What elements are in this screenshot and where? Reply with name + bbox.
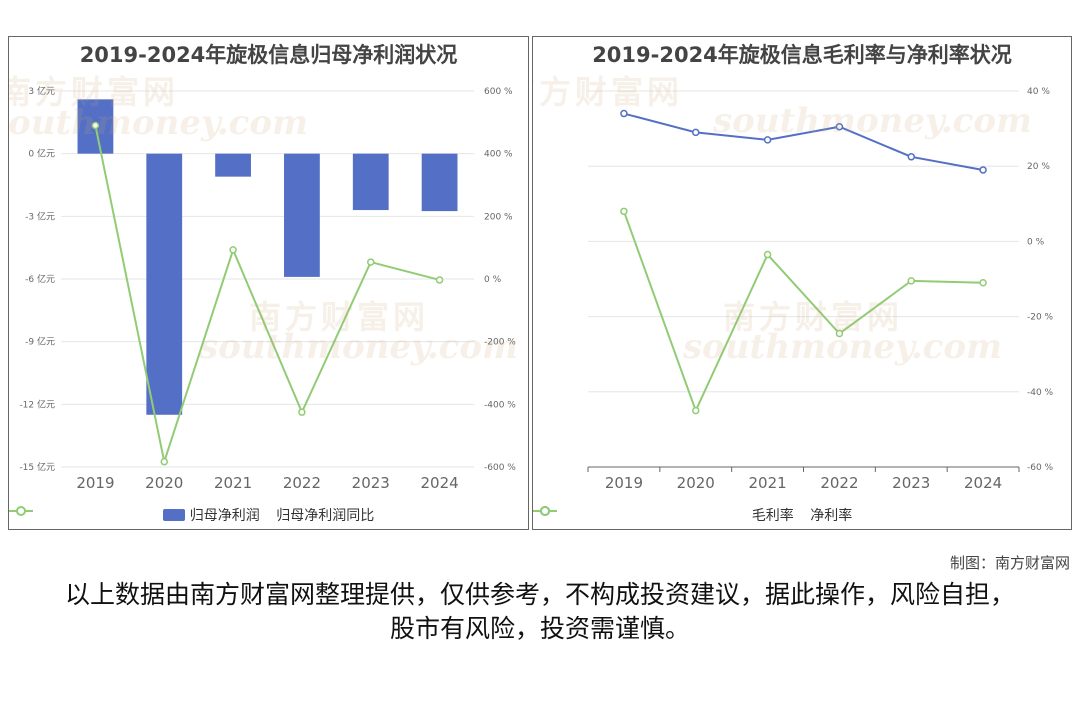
net-profit-chart-panel: 南方财富网 southmoney.com 南方财富网 southmoney.co…: [8, 36, 529, 530]
legend-item-line[interactable]: 毛利率: [533, 505, 794, 525]
yoy-line: [94, 125, 440, 466]
x-tick-label: 2022: [283, 474, 321, 492]
net-margin-point: [907, 277, 915, 285]
net-margin-line: [622, 210, 984, 414]
y-tick-label-right: 0 %: [1027, 237, 1045, 247]
chart-title: 2019-2024年旋极信息归母净利润状况: [79, 43, 458, 67]
legend-item-line[interactable]: 归母净利润同比: [9, 505, 375, 525]
legend-label: 归母净利润同比: [276, 508, 375, 524]
y-tick-label-left: -15 亿元: [19, 461, 55, 473]
net-margin-point: [620, 207, 628, 216]
x-tick-label: 2019: [605, 474, 643, 492]
x-tick-label: 2021: [214, 474, 252, 492]
net-margin-point: [763, 250, 772, 259]
yoy-point: [229, 246, 237, 254]
y-tick-label-right: -40 %: [1027, 388, 1054, 398]
gross-margin-point: [620, 109, 628, 118]
x-tick-label: 2019: [76, 474, 114, 492]
chart-legend: 归母净利润 归母净利润同比: [9, 505, 528, 525]
x-tick-label: 2023: [892, 474, 930, 492]
y-tick-label-right: 0 %: [484, 275, 502, 285]
net-margin-point: [692, 406, 700, 415]
chart-title: 2019-2024年旋极信息毛利率与净利率状况: [592, 43, 1012, 67]
margin-chart-panel: 南方财富网 southmoney.com 南方财富网 southmoney.co…: [532, 36, 1072, 530]
x-tick-label: 2020: [677, 474, 715, 492]
legend-label: 净利率: [810, 508, 853, 524]
x-tick-label: 2022: [820, 474, 858, 492]
legend-line-swatch: [9, 506, 33, 516]
y-tick-label-left: 0 亿元: [28, 148, 55, 160]
chart-credit: 制图：南方财富网: [949, 554, 1070, 572]
legend-item-bar[interactable]: 归母净利润: [162, 505, 260, 525]
bar: [352, 153, 389, 211]
chart-legend: 毛利率 净利率: [533, 505, 1071, 525]
y-tick-label-right: -20 %: [1027, 313, 1054, 323]
x-tick-label: 2021: [748, 474, 786, 492]
y-tick-label-left: -12 亿元: [19, 398, 55, 410]
y-tick-label-right: -600 %: [484, 463, 516, 473]
bar: [421, 153, 458, 212]
y-tick-label-right: -200 %: [484, 338, 516, 348]
gross-margin-point: [835, 122, 844, 131]
y-tick-label-right: -60 %: [1027, 463, 1054, 473]
yoy-point: [91, 121, 100, 130]
legend-label: 归母净利润: [189, 508, 260, 524]
y-tick-label-right: 600 %: [484, 87, 513, 97]
y-tick-label-left: -9 亿元: [25, 336, 55, 348]
legend-line-swatch: [533, 506, 557, 516]
y-tick-label-right: 40 %: [1027, 87, 1050, 97]
gross-margin-point: [692, 128, 700, 137]
y-tick-label-left: 3 亿元: [28, 85, 55, 97]
gross-margin-line: [623, 112, 984, 171]
net-profit-chart: -15 亿元 -12 亿元 -9 亿元 -6 亿元 -3 亿元 0 亿元 3 亿元 -600 …: [19, 85, 516, 492]
y-tick-label-right: 200 %: [484, 212, 513, 222]
y-tick-label-left: -6 亿元: [25, 273, 55, 285]
y-tick-label-right: -400 %: [484, 400, 516, 410]
net-margin-point: [979, 279, 987, 287]
yoy-point: [435, 276, 444, 284]
x-tick-label: 2020: [145, 474, 183, 492]
bar: [284, 153, 320, 277]
bar: [215, 153, 251, 177]
bar: [146, 153, 183, 415]
legend-label: 毛利率: [751, 508, 794, 524]
gross-margin-point: [907, 153, 915, 161]
x-tick-label: 2024: [420, 474, 458, 492]
y-tick-label-right: 20 %: [1027, 162, 1050, 172]
legend-item-line[interactable]: 净利率: [533, 505, 853, 525]
x-tick-label: 2024: [964, 474, 1002, 492]
margin-chart: -60 % -40 % -20 % 0 % 20 % 40 % 2019 2020 2021 20…: [587, 87, 1054, 492]
disclaimer-text: 以上数据由南方财富网整理提供，仅供参考，不构成投资建议，据此操作，风险自担，股市…: [64, 580, 1015, 643]
yoy-point: [160, 457, 168, 466]
gross-margin-point: [979, 166, 987, 174]
y-tick-label-right: 400 %: [484, 150, 513, 160]
yoy-point: [367, 258, 375, 266]
y-tick-label-left: -3 亿元: [25, 210, 55, 222]
x-tick-label: 2023: [352, 474, 390, 492]
net-margin-point: [835, 329, 844, 338]
legend-bar-swatch: [162, 509, 185, 521]
yoy-point: [298, 408, 306, 416]
gross-margin-point: [763, 136, 772, 144]
